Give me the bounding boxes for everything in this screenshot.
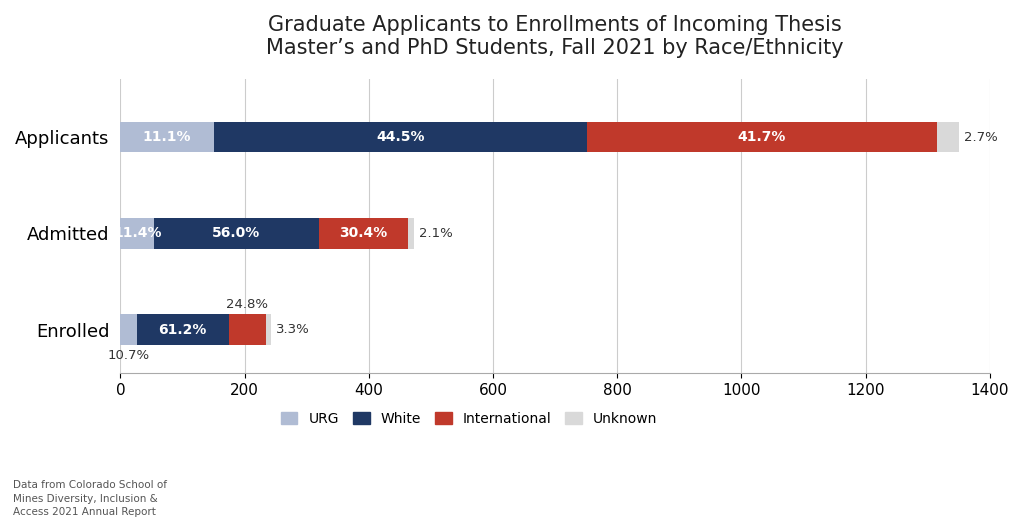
Title: Graduate Applicants to Enrollments of Incoming Thesis
Master’s and PhD Students,: Graduate Applicants to Enrollments of In… [266, 15, 844, 58]
Bar [318, 218, 408, 249]
Text: 56.0%: 56.0% [212, 227, 260, 241]
Bar [121, 122, 214, 152]
Bar [214, 122, 587, 152]
Text: 24.8%: 24.8% [226, 298, 268, 311]
Text: 44.5%: 44.5% [376, 130, 425, 144]
Text: 2.7%: 2.7% [965, 130, 998, 144]
Text: Data from Colorado School of
Mines Diversity, Inclusion &
Access 2021 Annual Rep: Data from Colorado School of Mines Diver… [13, 480, 167, 517]
Text: 10.7%: 10.7% [108, 349, 150, 362]
Bar [937, 122, 959, 152]
Bar [121, 218, 154, 249]
Text: 30.4%: 30.4% [339, 227, 387, 241]
Bar [136, 314, 228, 346]
Text: 2.1%: 2.1% [419, 227, 453, 240]
Bar [228, 314, 266, 346]
Text: 11.4%: 11.4% [113, 227, 162, 241]
Legend: URG, White, International, Unknown: URG, White, International, Unknown [275, 406, 664, 431]
Bar [154, 218, 318, 249]
Text: 3.3%: 3.3% [275, 324, 309, 336]
Bar [266, 314, 270, 346]
Text: 11.1%: 11.1% [142, 130, 191, 144]
Bar [587, 122, 937, 152]
Bar [408, 218, 414, 249]
Text: 41.7%: 41.7% [737, 130, 786, 144]
Text: 61.2%: 61.2% [159, 323, 207, 337]
Bar [121, 314, 136, 346]
